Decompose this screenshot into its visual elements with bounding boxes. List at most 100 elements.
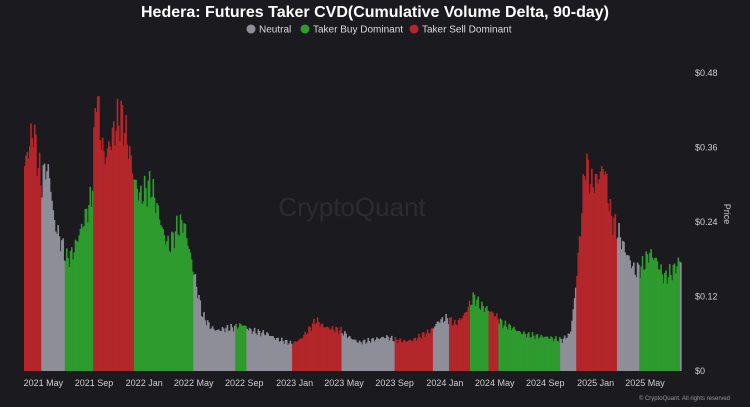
price-bar bbox=[502, 328, 504, 371]
price-bar bbox=[567, 333, 570, 371]
price-bar bbox=[581, 213, 583, 371]
price-bar bbox=[462, 315, 465, 371]
price-bar bbox=[662, 283, 665, 371]
price-bar bbox=[174, 231, 177, 371]
price-bar bbox=[172, 232, 174, 371]
price-bar bbox=[369, 343, 372, 371]
x-tick-label: 2024 May bbox=[475, 378, 515, 388]
price-bar bbox=[140, 185, 142, 371]
price-bar bbox=[573, 298, 576, 371]
bars-layer bbox=[24, 95, 682, 372]
price-bar bbox=[152, 178, 155, 371]
price-bar bbox=[339, 330, 341, 371]
price-bar bbox=[440, 319, 442, 371]
price-bar bbox=[638, 264, 640, 371]
price-bar bbox=[53, 220, 56, 371]
price-bar bbox=[210, 328, 213, 371]
price-bar bbox=[469, 305, 472, 371]
price-bar bbox=[74, 239, 77, 371]
price-bar bbox=[539, 337, 541, 371]
price-bar bbox=[138, 192, 141, 371]
price-bar bbox=[489, 311, 492, 371]
price-bar bbox=[474, 306, 477, 371]
price-bar bbox=[562, 338, 565, 371]
legend-item-buy[interactable]: Taker Buy Dominant bbox=[300, 24, 404, 36]
price-bar bbox=[390, 335, 393, 371]
price-bar bbox=[283, 343, 286, 371]
price-bar bbox=[660, 264, 662, 371]
price-bar bbox=[127, 158, 130, 371]
price-bar bbox=[549, 338, 551, 371]
price-bar bbox=[584, 180, 587, 371]
price-bar bbox=[355, 340, 357, 371]
price-bar bbox=[93, 127, 95, 371]
price-bar bbox=[189, 252, 192, 371]
price-bar bbox=[675, 273, 677, 371]
price-bar bbox=[268, 335, 271, 371]
price-bar bbox=[463, 312, 466, 371]
price-bar bbox=[640, 266, 643, 371]
price-bar bbox=[651, 257, 654, 371]
price-bar bbox=[271, 335, 273, 371]
price-bar bbox=[325, 327, 328, 371]
price-bar bbox=[587, 159, 589, 371]
price-bar bbox=[579, 236, 582, 371]
price-bar bbox=[111, 127, 114, 371]
price-bar bbox=[647, 262, 650, 371]
price-bar bbox=[374, 339, 377, 371]
price-bar bbox=[125, 115, 127, 371]
price-bar bbox=[214, 330, 216, 371]
price-bar bbox=[505, 326, 508, 371]
price-bar bbox=[313, 318, 315, 371]
price-bar bbox=[657, 269, 660, 371]
legend-item-neutral[interactable]: Neutral bbox=[246, 24, 292, 36]
price-bar bbox=[530, 337, 533, 371]
price-bar bbox=[399, 338, 402, 371]
price-bar bbox=[35, 134, 37, 371]
price-bar bbox=[221, 326, 224, 371]
price-bar bbox=[434, 326, 436, 371]
price-bar bbox=[388, 340, 391, 371]
price-bar bbox=[625, 255, 628, 371]
price-bar bbox=[36, 176, 38, 371]
x-tick-label: 2023 May bbox=[324, 378, 364, 388]
price-bar bbox=[216, 329, 219, 371]
price-bar bbox=[511, 328, 514, 371]
price-bar bbox=[384, 338, 387, 371]
price-bar bbox=[465, 311, 467, 371]
legend-item-sell[interactable]: Taker Sell Dominant bbox=[409, 24, 512, 36]
price-bar bbox=[292, 345, 294, 371]
price-bar bbox=[368, 341, 371, 371]
price-bar bbox=[37, 168, 40, 371]
price-bar bbox=[78, 235, 80, 371]
price-bar bbox=[79, 228, 82, 371]
price-bar bbox=[295, 342, 298, 371]
price-bar bbox=[367, 338, 370, 371]
price-bar bbox=[303, 334, 305, 371]
price-bar bbox=[211, 326, 214, 371]
price-bar bbox=[163, 235, 166, 371]
price-bar bbox=[556, 340, 559, 371]
price-bar bbox=[442, 322, 445, 371]
price-bar bbox=[605, 173, 608, 371]
price-bar bbox=[452, 324, 455, 371]
price-bar bbox=[599, 171, 602, 371]
price-bar bbox=[238, 323, 241, 371]
price-bar bbox=[148, 171, 151, 371]
price-bar bbox=[532, 335, 535, 371]
legend-swatch-neutral bbox=[246, 24, 256, 34]
price-bar bbox=[639, 277, 641, 371]
price-bar bbox=[246, 328, 249, 371]
price-bar bbox=[215, 330, 218, 371]
price-bar bbox=[173, 248, 176, 371]
price-bar bbox=[361, 344, 363, 371]
price-bar bbox=[635, 277, 638, 371]
price-bar bbox=[193, 275, 195, 371]
price-bar bbox=[479, 309, 482, 371]
price-bar bbox=[389, 337, 392, 371]
price-bar bbox=[192, 271, 194, 371]
price-bar bbox=[468, 300, 471, 371]
price-bar bbox=[136, 188, 139, 371]
price-bar bbox=[304, 331, 307, 371]
price-bar bbox=[381, 337, 383, 371]
